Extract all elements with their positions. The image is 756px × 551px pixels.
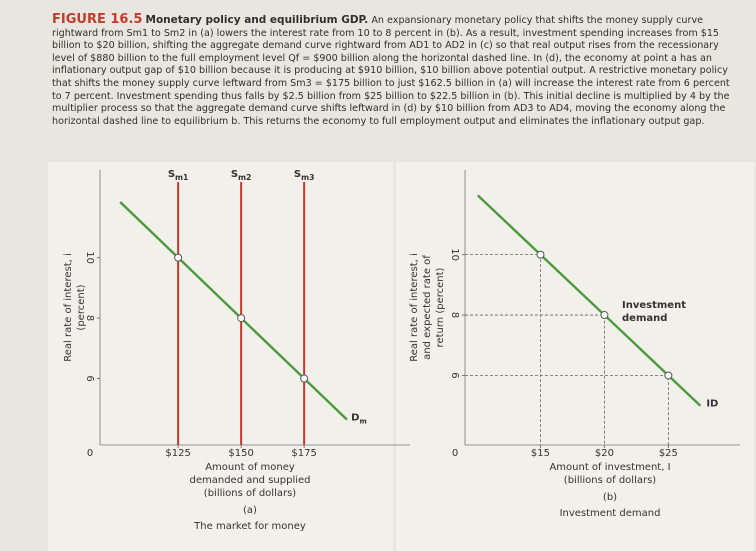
x-axis-label: (billions of dollars) (564, 475, 656, 486)
y-tick-label: 6 (449, 372, 460, 378)
equilibrium-point (300, 374, 309, 383)
caption-text: An expansionary monetary policy that shi… (52, 15, 730, 127)
panel-a (48, 162, 393, 551)
x-tick-label: $15 (531, 448, 550, 459)
y-axis-label: (percent) (76, 284, 87, 330)
equilibrium-point (600, 311, 609, 320)
equilibrium-point (536, 250, 545, 259)
guide-line (465, 375, 669, 445)
x-tick-label: $25 (659, 448, 678, 459)
supply-label-sub: m3 (301, 173, 314, 182)
y-axis-label: and expected rate of (422, 255, 433, 360)
panel-label: (a) (243, 505, 257, 516)
series-label-base: ID (706, 399, 718, 410)
series-label: Dm (351, 413, 367, 426)
y-tick-label: 10 (84, 251, 95, 264)
x-tick-label: $125 (165, 448, 190, 459)
supply-label-sub: m1 (175, 173, 188, 182)
x-axis-label: demanded and supplied (189, 475, 310, 486)
y-tick-label: 10 (449, 248, 460, 261)
x-axis-label: Amount of money (205, 462, 295, 473)
annotation: Investment (622, 300, 686, 311)
panel-subtitle: Investment demand (560, 508, 661, 519)
origin-label: 0 (87, 448, 93, 459)
guide-line (465, 314, 605, 445)
equilibrium-point (237, 314, 246, 323)
supply-label: Sm3 (294, 169, 315, 182)
y-axis-label: Real rate of interest, i (409, 253, 420, 362)
panel-label: (b) (603, 492, 617, 503)
figure-title: Monetary policy and equilibrium GDP. (145, 14, 369, 26)
x-tick-label: $150 (228, 448, 253, 459)
annotation: demand (622, 313, 667, 324)
y-axis-label: return (percent) (435, 267, 446, 347)
supply-label: Sm2 (231, 169, 252, 182)
series-label-base: D (351, 413, 359, 424)
supply-label-base: S (168, 169, 175, 180)
y-tick-label: 8 (84, 315, 95, 321)
supply-label: Sm1 (168, 169, 189, 182)
y-tick-label: 8 (449, 312, 460, 318)
series-label: ID (706, 399, 718, 410)
series-label-sub: m (359, 418, 366, 426)
supply-label-base: S (294, 169, 301, 180)
panel-subtitle: The market for money (193, 521, 306, 532)
figure-label: FIGURE 16.5 (52, 12, 143, 27)
equilibrium-point (174, 253, 183, 262)
equilibrium-point (664, 371, 673, 380)
panel-b (396, 162, 754, 551)
x-tick-label: $20 (595, 448, 614, 459)
y-axis-label: Real rate of interest, i (63, 253, 74, 362)
x-axis-label: Amount of investment, I (549, 462, 670, 473)
x-axis-label: (billions of dollars) (204, 488, 296, 499)
supply-label-sub: m2 (238, 173, 251, 182)
supply-label-base: S (231, 169, 238, 180)
caption: FIGURE 16.5 Monetary policy and equilibr… (52, 12, 742, 128)
x-tick-label: $175 (291, 448, 316, 459)
y-tick-label: 6 (84, 375, 95, 381)
origin-label: 0 (452, 448, 458, 459)
